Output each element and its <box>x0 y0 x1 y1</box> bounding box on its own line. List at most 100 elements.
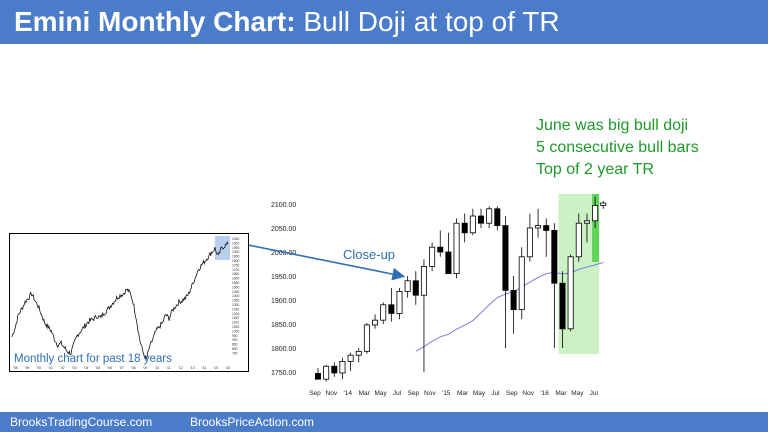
candle-body <box>477 215 484 224</box>
inset-y-tick: 950 <box>232 334 238 338</box>
candle-body <box>494 208 501 227</box>
inset-y-tick: 1150 <box>232 316 239 320</box>
x-tick-label: May <box>374 390 387 397</box>
candle-body <box>445 251 452 275</box>
x-tick-label: Mar <box>555 390 567 397</box>
candle-body <box>600 202 607 206</box>
inset-x-tick: '13 <box>190 366 195 370</box>
candle-body <box>453 222 460 274</box>
x-tick-label: '14 <box>344 390 353 397</box>
candle-body <box>339 361 346 374</box>
inset-chart-svg: 2050200019501900185018001750170016501600… <box>11 236 240 370</box>
x-tick-label: Nov <box>424 390 436 397</box>
x-tick-label: Sep <box>309 390 321 397</box>
inset-y-tick: 1700 <box>232 268 240 272</box>
inset-y-tick: 1550 <box>232 281 240 285</box>
annotation-line: 5 consecutive bull bars <box>536 139 699 156</box>
x-tick-label: Nov <box>326 390 338 397</box>
inset-x-tick: '09 <box>143 366 148 370</box>
inset-y-tick: 1750 <box>232 263 240 267</box>
inset-y-tick: 1450 <box>232 290 240 294</box>
candle-body <box>314 373 321 380</box>
candle-body <box>559 282 566 330</box>
inset-x-tick: '16 <box>225 366 230 370</box>
candle-body <box>535 225 542 229</box>
candle-body <box>567 256 574 330</box>
x-tick-label: Mar <box>359 390 371 397</box>
x-tick-label: '16 <box>540 390 549 397</box>
x-tick-label: Jul <box>590 390 599 397</box>
x-tick-label: May <box>571 390 584 397</box>
footer-bar: BrooksTradingCourse.com BrooksPriceActio… <box>0 412 768 432</box>
candle-body <box>510 289 517 310</box>
inset-y-tick: 1800 <box>232 259 240 263</box>
inset-y-tick: 1250 <box>232 307 240 311</box>
candle-body <box>543 225 550 231</box>
candle-body <box>526 227 533 258</box>
inset-x-tick: '14 <box>202 366 207 370</box>
x-tick-label: Nov <box>522 390 534 397</box>
annotation-block: June was big bull doji 5 consecutive bul… <box>536 115 699 181</box>
title-bar <box>0 0 768 44</box>
inset-x-tick: '98 <box>13 366 18 370</box>
y-tick-label: 1900.00 <box>271 298 296 305</box>
x-tick-label: Jul <box>393 390 402 397</box>
annotation-line: Top of 2 year TR <box>536 161 654 178</box>
inset-y-tick: 1300 <box>232 303 240 307</box>
x-tick-label: Mar <box>457 390 469 397</box>
candle-body <box>583 220 590 224</box>
y-tick-label: 2000.00 <box>271 250 296 257</box>
x-tick-label: May <box>473 390 486 397</box>
x-tick-label: Sep <box>408 390 420 397</box>
inset-y-tick: 1400 <box>232 294 240 298</box>
inset-chart: 2050 2000 1950 1900 1850 1800 1750 1700 1650 1600… <box>9 233 249 372</box>
inset-y-tick: 1900 <box>232 250 240 254</box>
candle-body <box>575 222 582 258</box>
title-rest: Bull Doji at top of TR <box>295 6 560 37</box>
candle-body <box>420 265 427 296</box>
candle-body <box>396 290 403 314</box>
y-tick-label: 1950.00 <box>271 274 296 281</box>
candle-body <box>388 304 395 314</box>
inset-x-tick: '01 <box>48 366 53 370</box>
june-highlight <box>592 194 600 262</box>
candle-body <box>323 365 330 380</box>
candle-body <box>518 256 525 310</box>
candle-body <box>429 246 436 267</box>
candle-body <box>355 350 362 356</box>
inset-x-tick: '07 <box>119 366 124 370</box>
inset-x-tick: '02 <box>60 366 65 370</box>
title-bold: Emini Monthly Chart: <box>14 6 296 37</box>
candle-body <box>363 324 370 352</box>
inset-x-tick: '12 <box>178 366 183 370</box>
inset-y-tick: 1000 <box>232 329 240 333</box>
candle-body <box>592 205 599 222</box>
candle-body <box>551 229 558 284</box>
candle-body <box>469 215 476 234</box>
inset-y-tick: 2000 <box>232 241 240 245</box>
y-tick-label: 1850.00 <box>271 322 296 329</box>
inset-y-tick: 1650 <box>232 272 240 276</box>
annotation-line: June was big bull doji <box>536 117 689 134</box>
y-tick-label: 1750.00 <box>271 370 296 377</box>
inset-y-tick: 1500 <box>232 285 240 289</box>
inset-x-tick: '06 <box>107 366 112 370</box>
inset-y-tick: 1350 <box>232 299 240 303</box>
inset-y-tick: 1950 <box>232 246 240 250</box>
footer-left-link[interactable]: BrooksTradingCourse.com <box>10 415 153 429</box>
candle-body <box>502 225 509 291</box>
inset-price-line <box>11 241 229 361</box>
inset-y-tick: 900 <box>232 338 238 342</box>
inset-y-tick: 2050 <box>232 237 240 241</box>
inset-x-tick: '08 <box>131 366 136 370</box>
inset-x-tick: '05 <box>96 366 101 370</box>
footer-right-link[interactable]: BrooksPriceAction.com <box>190 415 315 429</box>
inset-x-tick: '11 <box>166 366 170 370</box>
y-tick-label: 2050.00 <box>271 226 296 233</box>
inset-label: Monthly chart for past 18 years <box>14 353 172 365</box>
candle-body <box>331 365 338 374</box>
inset-y-tick: 1600 <box>232 277 240 281</box>
candle-body <box>404 280 411 292</box>
candle-body <box>412 280 419 296</box>
inset-y-tick: 1050 <box>232 325 240 329</box>
